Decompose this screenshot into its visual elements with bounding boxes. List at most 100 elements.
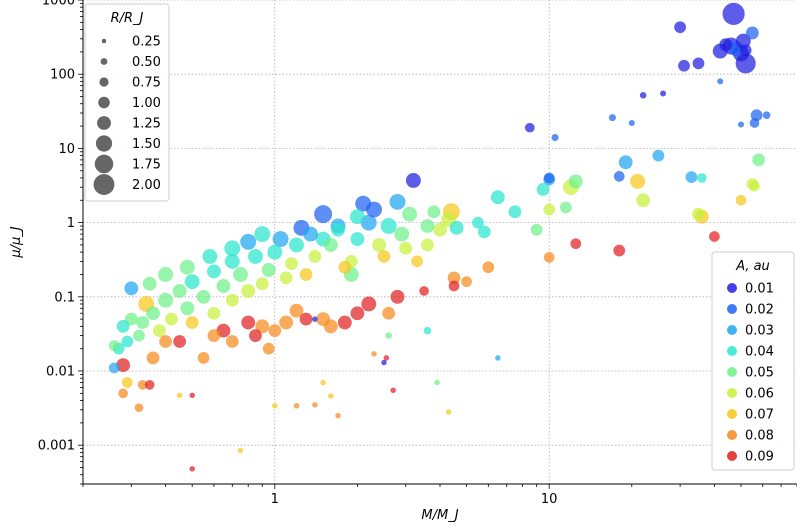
data-point: [389, 193, 406, 210]
data-point: [189, 392, 195, 399]
data-point: [133, 329, 145, 342]
x-axis-label: M/M_J: [421, 508, 458, 523]
color-legend-marker: [727, 409, 737, 419]
data-point: [176, 392, 183, 399]
data-point: [613, 244, 626, 257]
data-point: [420, 219, 435, 233]
data-point: [118, 388, 128, 399]
data-point: [536, 183, 550, 196]
color-legend-label: 0.06: [745, 387, 774, 402]
color-legend-marker: [727, 346, 737, 356]
data-point: [385, 332, 392, 339]
data-point: [349, 209, 365, 225]
size-legend-label: 2.00: [132, 178, 161, 193]
data-point: [448, 280, 460, 292]
data-point: [279, 271, 293, 285]
data-point: [752, 153, 766, 167]
data-point: [144, 380, 155, 390]
data-point: [207, 264, 221, 279]
y-tick-label: 1: [67, 216, 75, 231]
data-point: [247, 248, 263, 264]
axes: 1 10 0.001 0.01 0.1 1 10 100 1000: [38, 0, 797, 507]
data-point: [477, 225, 491, 239]
color-legend-marker: [727, 388, 737, 398]
data-point: [185, 316, 199, 329]
data-point: [121, 377, 133, 388]
data-point: [184, 274, 200, 290]
data-points: [108, 2, 771, 472]
data-point: [722, 2, 745, 25]
data-point: [739, 44, 752, 57]
color-legend-label: 0.03: [745, 324, 774, 339]
data-point: [202, 248, 218, 264]
data-point: [189, 466, 195, 472]
data-point: [254, 226, 271, 243]
data-point: [293, 403, 300, 409]
data-point: [377, 250, 391, 263]
data-point: [134, 403, 144, 413]
data-point: [390, 289, 405, 304]
data-point: [490, 190, 505, 205]
data-point: [543, 252, 555, 263]
data-point: [762, 111, 771, 120]
data-point: [660, 90, 667, 97]
data-point: [124, 281, 139, 296]
data-point: [233, 267, 248, 282]
size-legend-marker: [99, 77, 109, 87]
data-point: [124, 312, 138, 326]
data-point: [399, 241, 413, 255]
data-point: [570, 238, 582, 250]
data-point: [394, 226, 410, 242]
data-point: [735, 194, 747, 206]
data-point: [338, 260, 352, 274]
data-point: [146, 306, 160, 321]
data-point: [268, 324, 282, 338]
size-legend-marker: [95, 135, 113, 152]
data-point: [449, 220, 464, 235]
color-legend-marker: [727, 325, 737, 335]
data-point: [116, 319, 130, 333]
data-point: [241, 315, 256, 330]
data-point: [207, 329, 221, 342]
y-tick-label: 100: [50, 68, 75, 83]
data-point: [116, 358, 131, 373]
color-legend-label: 0.07: [745, 408, 774, 423]
color-legend-marker: [727, 367, 737, 377]
data-point: [323, 238, 338, 252]
data-point: [303, 226, 318, 242]
size-legend-marker: [93, 174, 115, 195]
data-point: [225, 335, 239, 348]
size-legend-marker: [101, 38, 107, 44]
data-point: [559, 201, 572, 214]
data-point: [146, 351, 160, 365]
data-point: [508, 205, 522, 219]
x-tick-label: 10: [541, 492, 558, 507]
data-point: [472, 216, 484, 229]
data-point: [652, 149, 665, 162]
color-legend-label: 0.08: [745, 429, 774, 444]
data-point: [678, 59, 690, 72]
data-point: [314, 205, 333, 224]
size-legend-marker: [100, 58, 108, 65]
data-point: [323, 319, 338, 334]
data-point: [697, 173, 707, 183]
data-point: [261, 263, 276, 277]
size-legend-label: 1.25: [132, 117, 161, 132]
color-legend-marker: [727, 304, 737, 314]
data-point: [390, 387, 396, 394]
data-point: [745, 26, 759, 40]
data-point: [719, 38, 733, 52]
data-point: [361, 296, 377, 312]
data-point: [618, 155, 633, 170]
color-legend-marker: [727, 451, 737, 461]
data-point: [402, 206, 418, 222]
data-point: [482, 261, 495, 274]
data-point: [692, 57, 705, 70]
size-legend-label: 0.75: [132, 76, 161, 91]
data-point: [312, 316, 318, 322]
data-point: [461, 276, 472, 288]
data-point: [350, 232, 365, 246]
data-point: [750, 109, 763, 122]
size-legend-title: R/R_J: [111, 11, 144, 26]
data-point: [350, 306, 365, 321]
